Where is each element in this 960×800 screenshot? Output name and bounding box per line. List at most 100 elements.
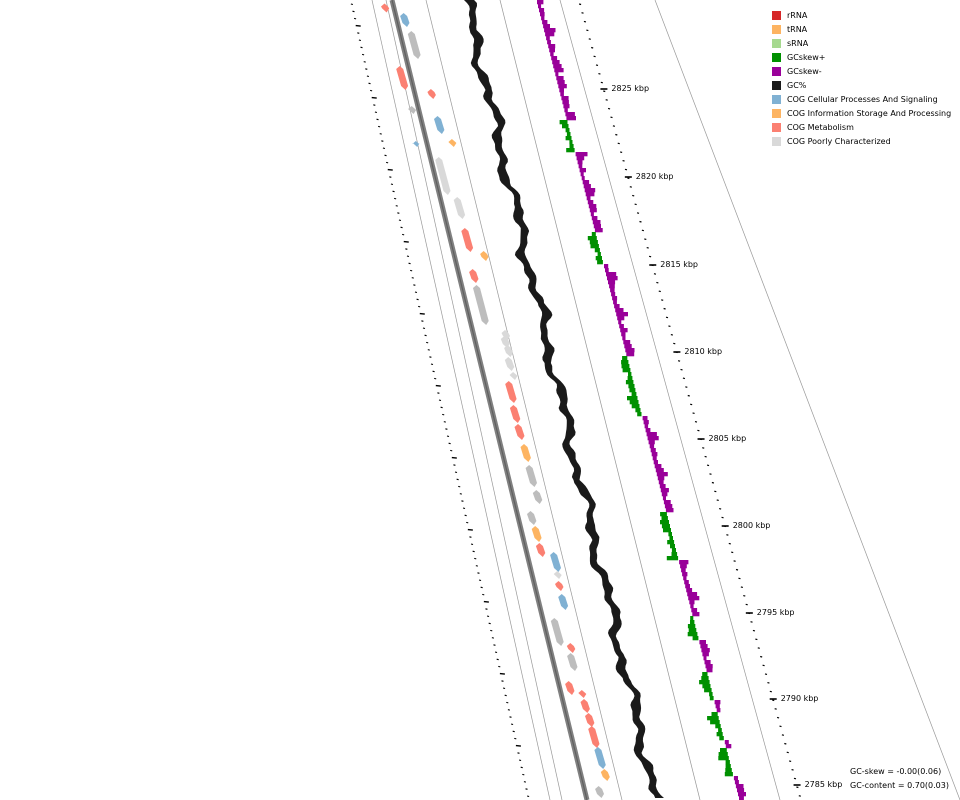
gc-skew-negative <box>654 464 662 469</box>
gc-skew-negative <box>563 104 570 109</box>
gc-skew-positive <box>666 556 679 561</box>
ruler-tick <box>470 543 474 546</box>
gc-skew-negative <box>619 324 624 329</box>
gc-skew-positive <box>562 124 569 129</box>
scale-minor-tick <box>740 586 744 588</box>
gc-skew-negative <box>620 328 628 333</box>
gc-skew-negative <box>555 72 559 77</box>
gc-skew-negative <box>551 56 558 61</box>
gc-skew-negative <box>583 184 591 189</box>
gene-arrow <box>514 424 525 440</box>
legend-swatch <box>772 136 781 146</box>
gc-skew-positive <box>660 520 669 525</box>
legend-item: COG Information Storage And Processing <box>772 106 951 120</box>
gene-arrow <box>520 444 531 462</box>
ruler-tick <box>509 716 512 718</box>
scale-minor-tick <box>731 551 734 554</box>
gc-skew-negative <box>705 664 713 669</box>
ruler-tick <box>442 413 445 416</box>
scale-minor-tick <box>677 360 681 362</box>
gc-skew-positive <box>559 120 568 125</box>
scale-label: 2815 kbp <box>660 260 698 269</box>
legend-swatch <box>772 10 781 20</box>
ruler-tick <box>434 377 437 380</box>
ruler-tick <box>458 485 461 488</box>
legend-swatch <box>772 24 781 34</box>
gc-skew-positive <box>719 736 724 741</box>
gene-arrow <box>435 157 451 195</box>
gene-arrow <box>550 552 561 572</box>
scale-minor-tick <box>743 595 746 597</box>
gc-skew-positive <box>671 548 676 553</box>
gc-skew-negative <box>542 20 548 25</box>
gc-skew-negative <box>701 648 710 653</box>
gc-skew-negative <box>608 280 616 285</box>
gc-skew-negative <box>734 780 739 785</box>
gc-skew-negative <box>592 220 601 225</box>
scale-minor-tick <box>791 769 794 771</box>
legend-item: GCskew+ <box>772 50 951 64</box>
ruler-tick <box>406 255 410 258</box>
ruler-tick <box>498 665 501 668</box>
scale-minor-tick <box>656 281 659 284</box>
scale-minor-tick <box>750 621 753 623</box>
gc-skew-positive <box>725 764 731 769</box>
ruler-tick <box>488 622 491 625</box>
scale-minor-tick <box>694 421 698 423</box>
gc-skew-positive <box>629 400 639 405</box>
gc-skew-negative <box>657 476 665 481</box>
ruler-tick <box>371 96 377 99</box>
scale-minor-tick <box>779 725 782 728</box>
gc-skew-negative <box>682 572 688 577</box>
legend-item: GCskew- <box>772 64 951 78</box>
gene-arrow <box>434 116 445 134</box>
gc-skew-negative <box>649 444 655 449</box>
gc-skew-negative <box>716 708 721 713</box>
gc-skew-negative <box>552 60 560 65</box>
gc-skew-negative <box>645 428 651 433</box>
ruler-tick <box>418 305 421 308</box>
ruler-tick <box>502 687 506 690</box>
scale-minor-tick <box>636 212 640 214</box>
ruler-tick <box>477 572 480 574</box>
gc-skew-negative <box>590 212 594 217</box>
gc-skew-positive <box>637 412 642 417</box>
ruler-tick <box>374 111 378 114</box>
scale-minor-tick <box>673 342 676 345</box>
scale-minor-tick <box>796 786 799 789</box>
ruler-tick <box>483 600 489 603</box>
ruler-tick <box>451 456 457 459</box>
legend-label: COG Poorly Characterized <box>787 136 891 146</box>
gc-skew-positive <box>688 628 697 633</box>
gc-skew-negative <box>658 480 664 485</box>
ruler-tick <box>491 637 494 639</box>
gc-skew-negative <box>610 288 615 293</box>
legend-item: rRNA <box>772 8 951 22</box>
gc-skew-negative <box>643 420 649 425</box>
gc-skew-negative <box>545 32 555 37</box>
scale-minor-tick <box>721 516 724 519</box>
ruler-tick <box>438 399 442 402</box>
gc-skew-positive <box>661 524 670 529</box>
scale-minor-tick <box>798 795 801 797</box>
gc-skew-negative <box>616 312 628 317</box>
gc-skew-negative <box>575 152 588 157</box>
gc-skew-positive <box>565 136 572 141</box>
gc-skew-positive <box>595 256 602 261</box>
scale-minor-tick <box>738 577 741 580</box>
gc-skew-negative <box>648 440 655 445</box>
ruler-tick <box>360 46 363 49</box>
ruler-tick <box>397 212 400 214</box>
scale-minor-tick <box>641 229 645 232</box>
ruler-tick <box>392 190 395 193</box>
gc-skew-negative <box>591 216 598 221</box>
ruler-tick <box>368 82 371 85</box>
gc-skew-positive <box>718 756 729 761</box>
gene-arrow <box>407 31 421 59</box>
gc-skew-positive <box>628 384 635 389</box>
ruler-tick <box>410 269 413 272</box>
gene-arrow <box>532 490 543 504</box>
ruler-tick <box>361 53 365 56</box>
gc-skew-negative <box>607 276 618 281</box>
gc-skew-negative <box>685 584 690 589</box>
